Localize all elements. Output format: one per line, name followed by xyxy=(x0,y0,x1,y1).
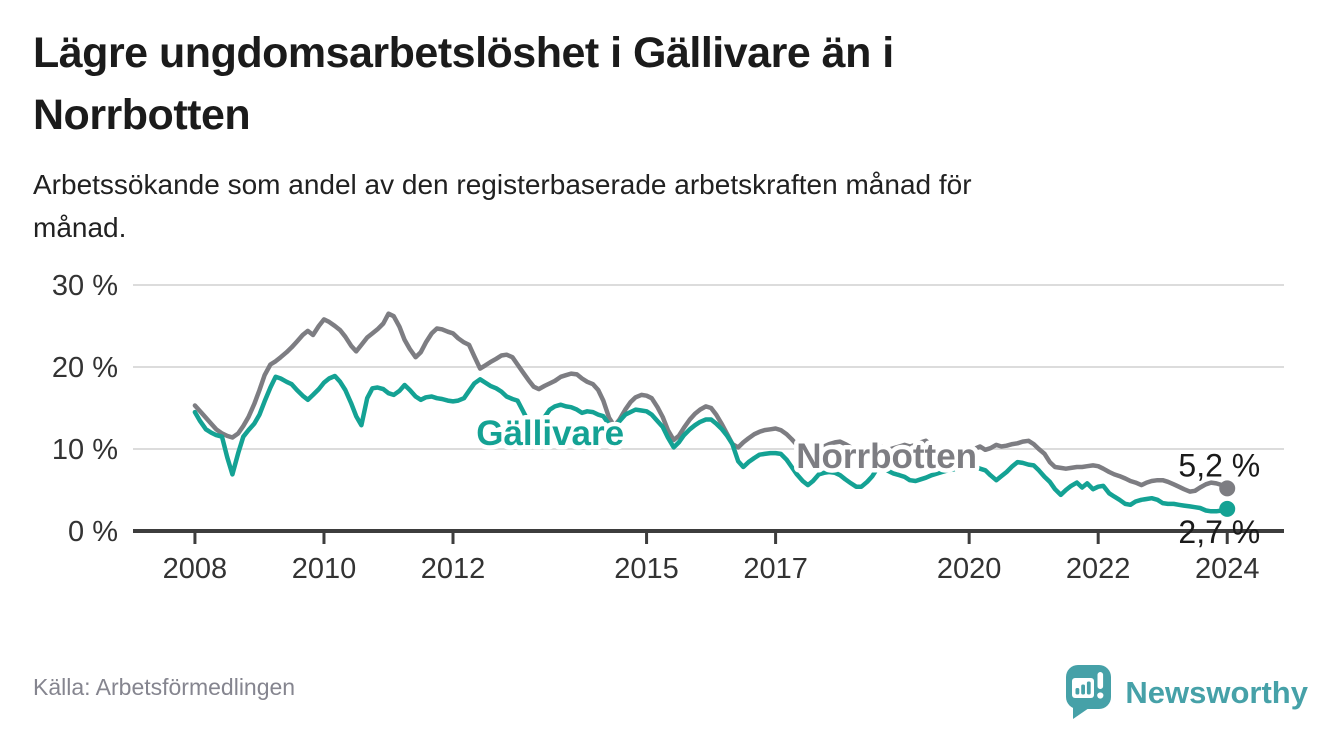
page-subtitle-line1: Arbetssökande som andel av den registerb… xyxy=(33,169,972,200)
series-line-norrbotten xyxy=(192,311,1230,494)
series-end-value-gällivare: 2,7 % xyxy=(1178,514,1260,550)
page-title-line1: Lägre ungdomsarbetslöshet i Gällivare än… xyxy=(33,29,894,77)
page-subtitle-line2: månad. xyxy=(33,212,127,243)
x-axis-label: 2017 xyxy=(743,553,808,585)
series-end-value-norrbotten: 5,2 % xyxy=(1178,447,1260,483)
series-inline-label-norrbotten: Norrbotten xyxy=(796,437,977,476)
x-axis-label: 2022 xyxy=(1066,553,1131,585)
source-text: Källa: Arbetsförmedlingen xyxy=(33,674,296,700)
newsworthy-brand: Newsworthy xyxy=(1065,664,1308,721)
series-end-dot-gällivare xyxy=(1219,500,1236,517)
series-line-gällivare xyxy=(192,373,1230,514)
newsworthy-brand-text: Newsworthy xyxy=(1125,674,1308,710)
page-subtitle: Arbetssökande som andel av den registerb… xyxy=(33,163,972,249)
page-title-line2: Norrbotten xyxy=(33,91,251,139)
x-axis-label: 2012 xyxy=(421,553,486,585)
newsworthy-logo-icon xyxy=(1066,665,1112,719)
x-axis-label: 2010 xyxy=(292,553,357,585)
line-chart: 0 % 10 % 20 % 30 % 2008 2010 2012 2015 2017 2020 2… xyxy=(52,270,1284,585)
x-axis-label: 2020 xyxy=(937,553,1002,585)
series-end-dot-norrbotten xyxy=(1219,480,1236,497)
y-axis-label: 10 % xyxy=(52,434,118,466)
x-axis-label: 2024 xyxy=(1195,553,1260,585)
y-axis-label: 0 % xyxy=(68,516,118,548)
y-axis-label: 30 % xyxy=(52,270,118,302)
page-title: Lägre ungdomsarbetslöshet i Gällivare än… xyxy=(33,22,894,146)
series-inline-label-gällivare: Gällivare xyxy=(476,414,624,453)
x-axis-label: 2015 xyxy=(614,553,679,585)
y-axis-label: 20 % xyxy=(52,352,118,384)
x-axis-label: 2008 xyxy=(163,553,228,585)
